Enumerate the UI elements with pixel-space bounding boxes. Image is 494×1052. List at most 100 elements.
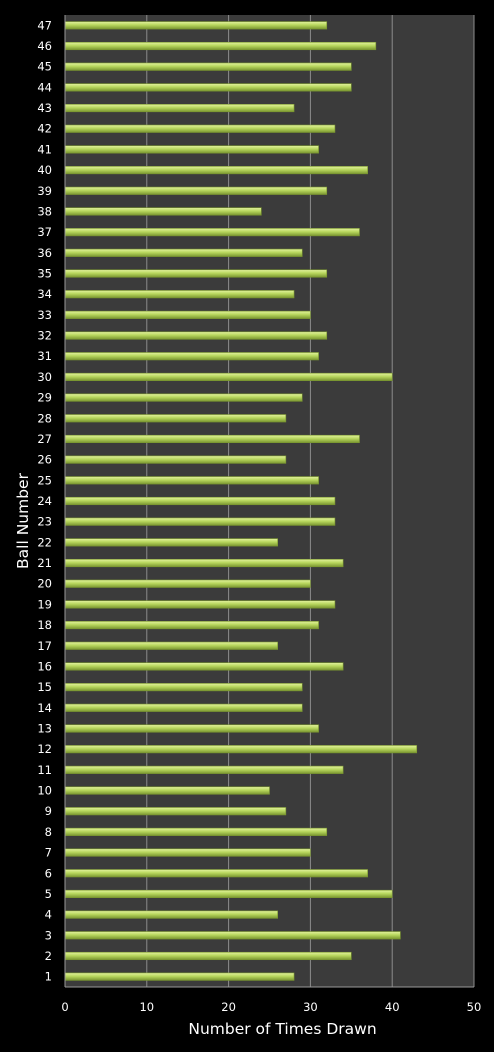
bar-ball-5 <box>64 889 393 898</box>
y-axis-title: Ball Number <box>14 472 32 569</box>
bar-ball-2 <box>64 951 352 961</box>
bar-ball-43 <box>64 104 295 113</box>
y-tick-label: 5 <box>45 887 52 901</box>
y-tick-label: 44 <box>37 80 52 94</box>
bar-ball-33 <box>64 310 311 319</box>
bar-ball-39 <box>64 186 328 195</box>
y-tick-label: 4 <box>45 908 52 922</box>
bar-ball-30 <box>64 372 393 381</box>
bar-ball-12 <box>64 745 418 754</box>
y-tick-label: 39 <box>37 184 52 198</box>
bar-ball-14 <box>64 703 303 712</box>
x-tick-label: 0 <box>61 1000 68 1014</box>
y-tick-label: 14 <box>37 701 52 715</box>
bar-ball-19 <box>64 600 336 609</box>
x-axis-title: Number of Times Drawn <box>188 1020 376 1038</box>
y-tick-label: 3 <box>45 928 52 942</box>
y-tick-label: 42 <box>37 122 52 136</box>
bar-ball-24 <box>64 496 336 506</box>
x-tick-label: 50 <box>467 1000 482 1014</box>
x-tick-label: 40 <box>385 1000 400 1014</box>
bar-ball-28 <box>64 414 287 423</box>
bar-ball-18 <box>64 621 319 630</box>
y-tick-label: 27 <box>37 432 52 446</box>
y-tick-label: 7 <box>45 846 52 860</box>
y-tick-label: 47 <box>37 18 52 32</box>
y-tick-label: 12 <box>37 742 52 756</box>
bar-ball-37 <box>64 228 360 237</box>
bar-ball-47 <box>64 21 328 30</box>
y-tick-label: 21 <box>37 556 52 570</box>
bar-ball-29 <box>64 393 303 402</box>
y-tick-label: 33 <box>37 308 52 322</box>
bar-ball-7 <box>64 848 311 857</box>
y-tick-label: 13 <box>37 721 52 735</box>
y-tick-label: 45 <box>37 60 52 74</box>
bar-ball-31 <box>64 352 319 361</box>
y-tick-label: 46 <box>37 39 52 53</box>
bars <box>64 21 418 981</box>
x-tick-label: 10 <box>139 1000 154 1014</box>
bar-ball-44 <box>64 83 352 92</box>
x-tick-label: 20 <box>221 1000 236 1014</box>
x-tick-labels: 0 10 20 30 40 50 <box>61 1000 481 1014</box>
y-tick-label: 1 <box>45 970 52 984</box>
y-tick-label: 32 <box>37 329 52 343</box>
bar-ball-16 <box>64 662 344 671</box>
y-tick-label: 10 <box>37 784 52 798</box>
bar-ball-8 <box>64 827 328 836</box>
bar-ball-41 <box>64 145 319 154</box>
y-tick-label: 28 <box>37 411 52 425</box>
bar-ball-22 <box>64 538 278 547</box>
y-tick-label: 6 <box>45 866 52 880</box>
y-tick-label: 37 <box>37 225 52 239</box>
bar-ball-46 <box>64 41 377 51</box>
bar-ball-42 <box>64 124 336 133</box>
y-tick-label: 22 <box>37 535 52 549</box>
y-tick-label: 16 <box>37 659 52 673</box>
y-tick-label: 35 <box>37 267 52 281</box>
y-tick-label: 20 <box>37 577 52 591</box>
y-tick-label: 29 <box>37 391 52 405</box>
bar-ball-9 <box>64 807 287 816</box>
bar-ball-45 <box>64 62 352 71</box>
x-tick-label: 30 <box>303 1000 318 1014</box>
y-tick-label: 9 <box>45 804 52 818</box>
y-tick-label: 24 <box>37 494 52 508</box>
bar-ball-35 <box>64 269 328 278</box>
y-tick-label: 15 <box>37 680 52 694</box>
y-tick-label: 25 <box>37 473 52 487</box>
y-tick-labels: 1234567891011121314151617181920212223242… <box>37 18 52 983</box>
bar-ball-15 <box>64 683 303 692</box>
bar-ball-10 <box>64 786 270 795</box>
y-tick-label: 38 <box>37 204 52 218</box>
y-tick-label: 43 <box>37 101 52 115</box>
y-tick-label: 19 <box>37 597 52 611</box>
bar-ball-36 <box>64 248 303 257</box>
y-tick-label: 2 <box>45 949 52 963</box>
bar-ball-1 <box>64 972 295 981</box>
y-tick-label: 40 <box>37 163 52 177</box>
y-tick-label: 41 <box>37 142 52 156</box>
y-tick-label: 34 <box>37 287 52 301</box>
bar-ball-13 <box>64 724 319 733</box>
bar-ball-32 <box>64 331 328 340</box>
y-tick-label: 11 <box>37 763 52 777</box>
y-tick-label: 36 <box>37 246 52 260</box>
y-tick-label: 30 <box>37 370 52 384</box>
bar-ball-6 <box>64 869 368 878</box>
y-tick-label: 17 <box>37 639 52 653</box>
bar-ball-4 <box>64 910 278 919</box>
y-tick-label: 31 <box>37 349 52 363</box>
y-tick-label: 26 <box>37 453 52 467</box>
bar-ball-17 <box>64 641 278 650</box>
bar-ball-40 <box>64 166 368 175</box>
bar-ball-11 <box>64 765 344 774</box>
bar-ball-3 <box>64 931 401 940</box>
bar-ball-26 <box>64 455 287 464</box>
bar-ball-23 <box>64 517 336 526</box>
bar-ball-21 <box>64 558 344 568</box>
bar-ball-20 <box>64 579 311 588</box>
